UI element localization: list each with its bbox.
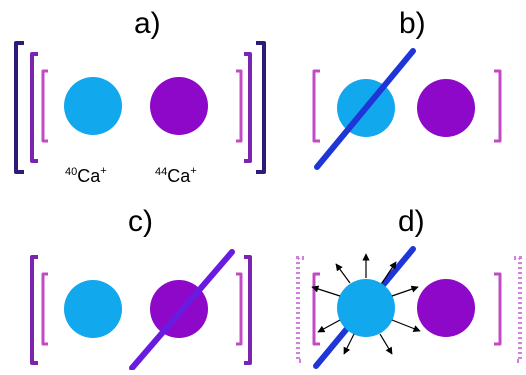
bracket-inner-left: [312, 272, 320, 346]
bracket-inner-right: [494, 272, 502, 346]
fluorescence-arrows: [311, 253, 421, 355]
ion-44ca: [417, 279, 475, 337]
ion-40ca: [337, 279, 395, 337]
ion-40ca-label: 40Ca+: [65, 165, 107, 186]
ion-40ca: [64, 280, 122, 338]
ion-40ca-symbol: Ca: [77, 166, 101, 186]
bracket-mid-left: [30, 52, 38, 163]
laser-beam: [129, 249, 235, 371]
emission-arrow: [317, 319, 341, 333]
ion-40ca-mass: 40: [65, 166, 77, 178]
ion-44ca: [417, 79, 475, 137]
panel-d-label: d): [398, 205, 425, 238]
bracket-inner-left: [41, 272, 48, 346]
bracket-outer-left: [14, 41, 24, 174]
ion-40ca: [64, 77, 122, 135]
bracket-dotted-right: [514, 256, 522, 363]
panel-c: c): [30, 205, 252, 371]
laser-beam: [314, 48, 416, 170]
bracket-inner-left: [312, 69, 320, 143]
ion-44ca-charge: +: [190, 165, 196, 177]
panel-b-label: b): [399, 7, 426, 40]
bracket-inner-left: [41, 69, 48, 143]
ion-44ca-mass: 44: [155, 166, 167, 178]
bracket-mid-left: [30, 255, 38, 365]
panel-a: a) 40Ca+ 44Ca+: [14, 7, 266, 186]
emission-arrow: [391, 319, 421, 332]
emission-arrow: [335, 263, 351, 284]
bracket-mid-right: [244, 52, 252, 163]
bracket-inner-right: [236, 272, 243, 346]
emission-arrow: [379, 333, 393, 355]
ion-40ca-charge: +: [100, 165, 106, 177]
ion-44ca-label: 44Ca+: [155, 165, 197, 186]
emission-arrow: [343, 333, 355, 355]
bracket-inner-right: [494, 69, 502, 143]
emission-arrow: [391, 285, 419, 297]
ion-44ca-symbol: Ca: [167, 166, 191, 186]
bracket-dotted-left: [296, 256, 304, 363]
panel-c-label: c): [128, 205, 153, 238]
bracket-mid-right: [244, 255, 252, 365]
emission-arrow: [311, 285, 341, 297]
emission-arrow: [381, 261, 397, 284]
ion-44ca: [150, 77, 208, 135]
bracket-inner-right: [236, 69, 243, 143]
panel-d: d): [296, 205, 522, 369]
bracket-outer-right: [256, 41, 266, 174]
panel-b: b): [312, 7, 502, 170]
panel-a-label: a): [134, 7, 161, 40]
